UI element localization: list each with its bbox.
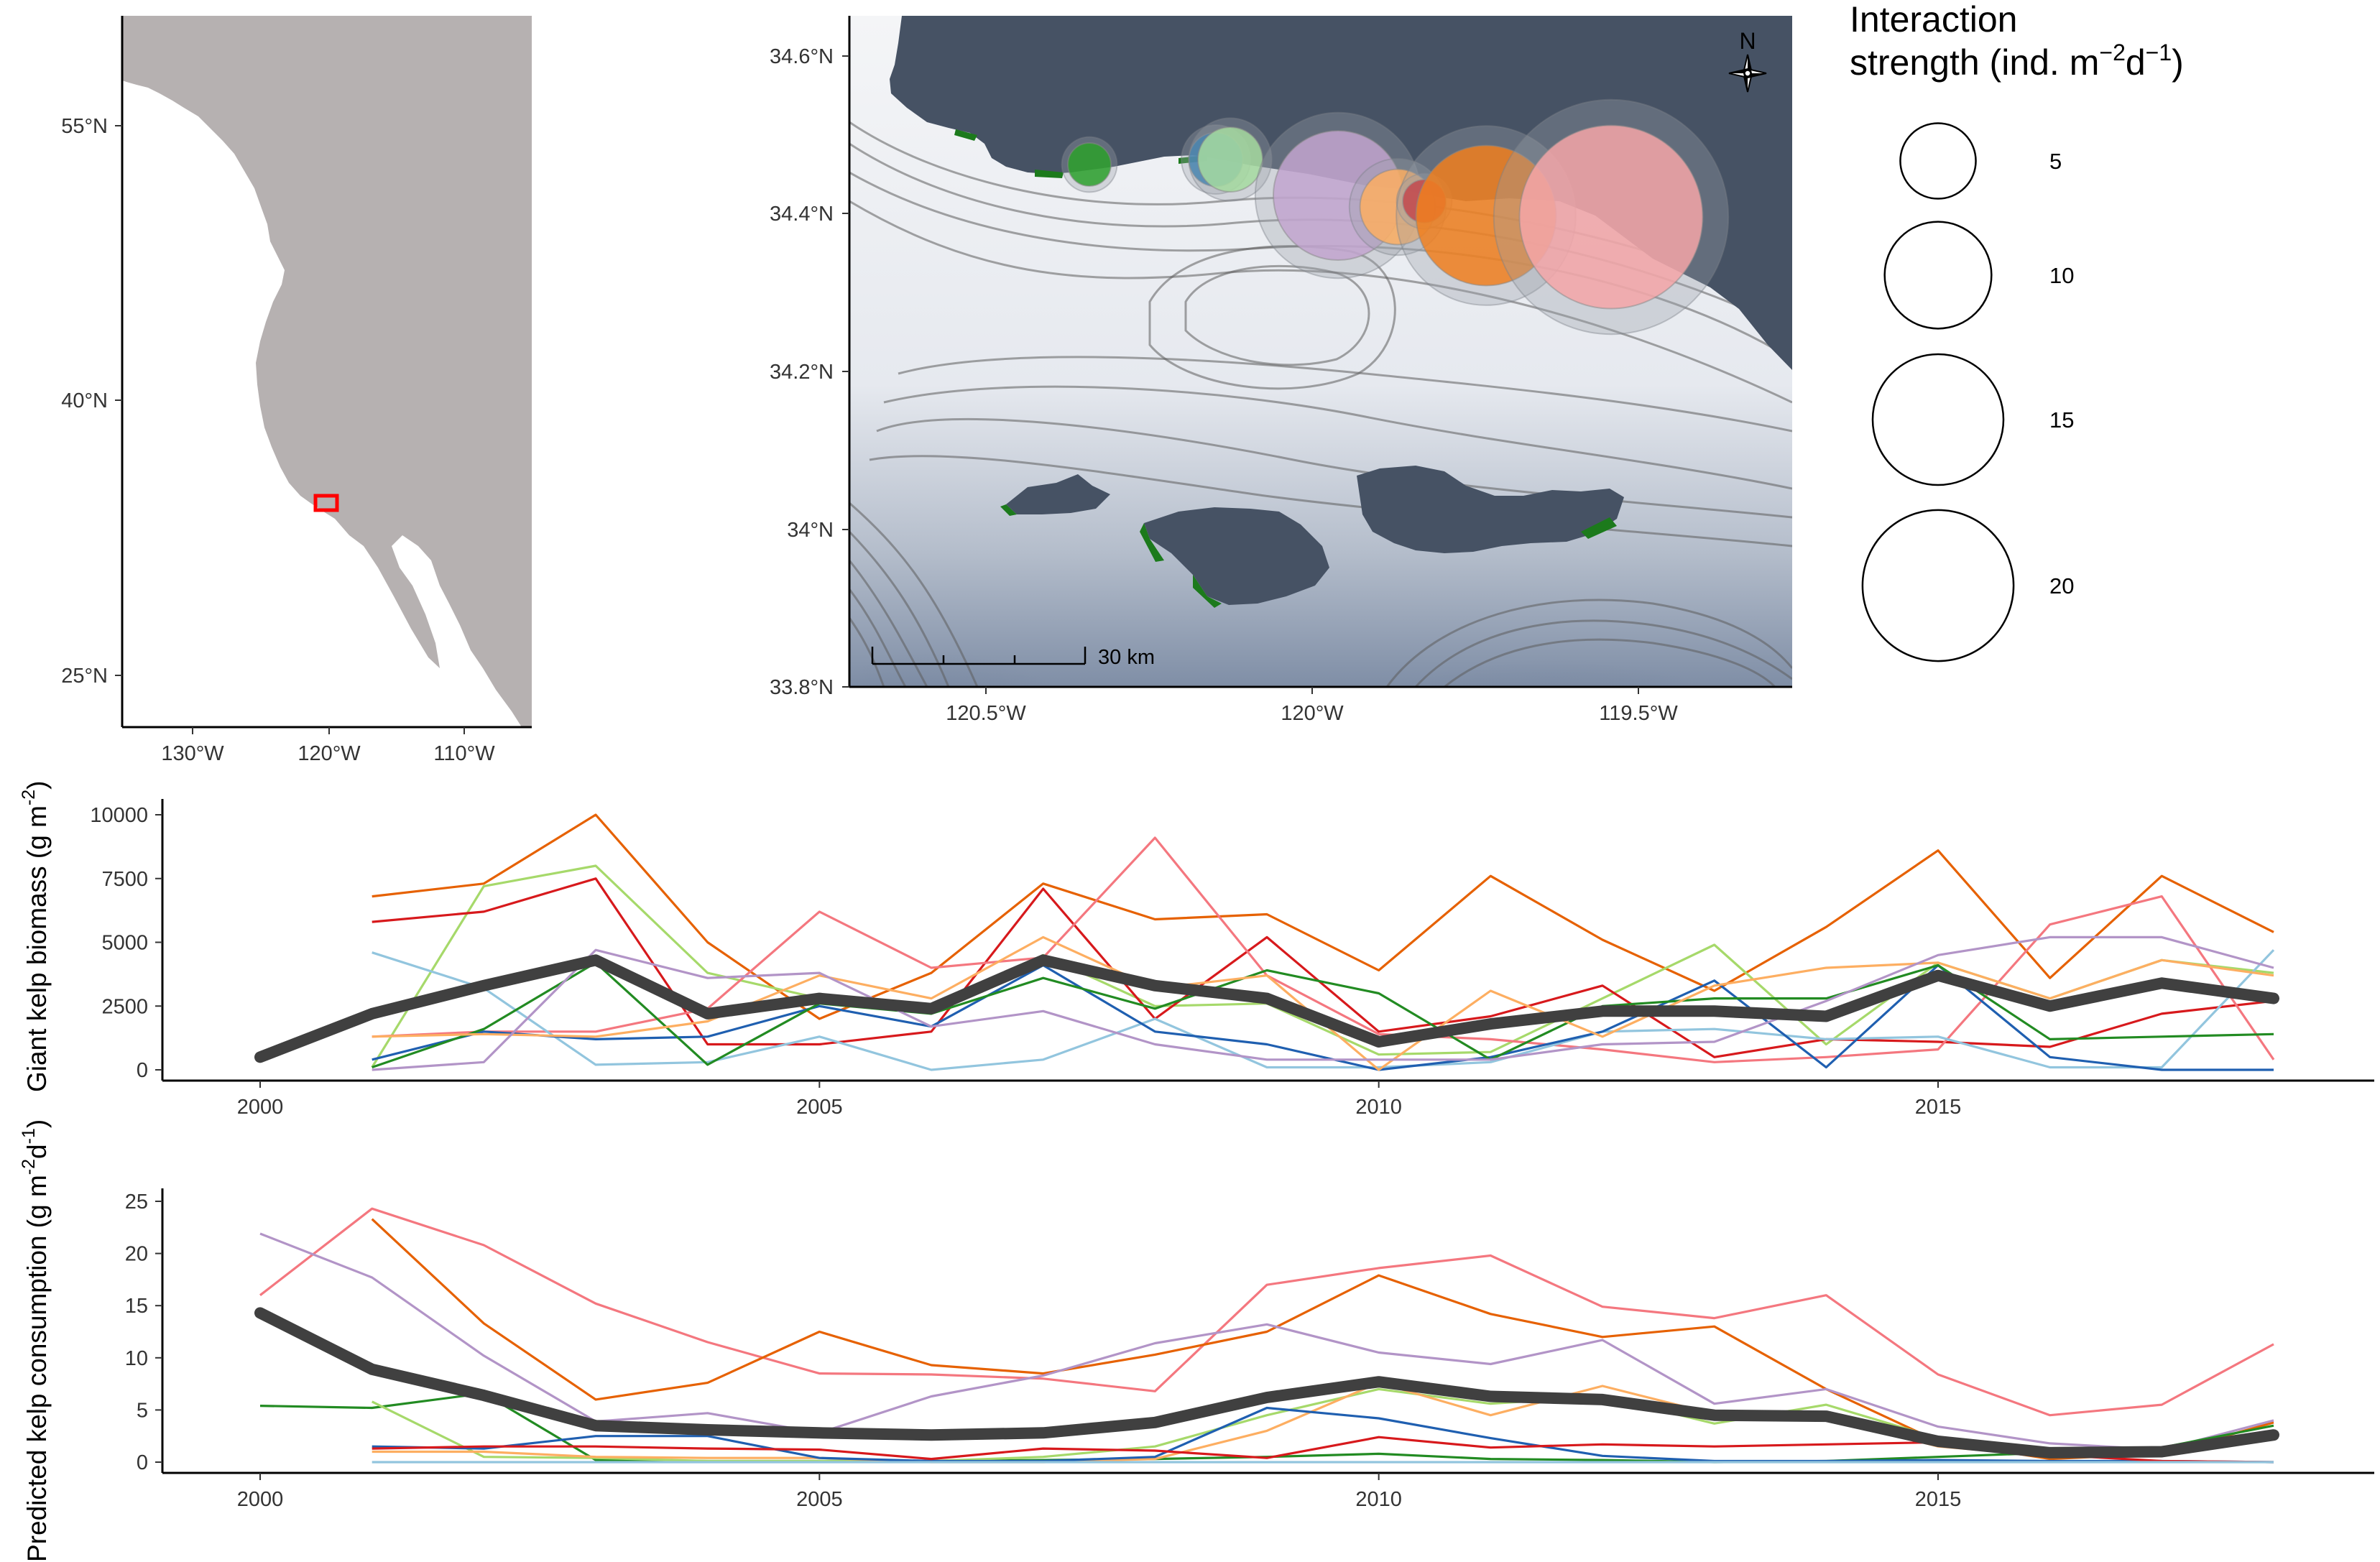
site-y-tick: 34.4°N: [770, 203, 834, 226]
north-label: N: [1739, 28, 1756, 54]
biomass-series-line: [372, 877, 2274, 1058]
legend-title-line2: strength (ind. m−2d−1): [1850, 40, 2184, 83]
site-x-tick: 119.5°W: [1599, 702, 1678, 725]
biomass-series-line: [372, 813, 2274, 1020]
biomass-series-line: [372, 836, 2275, 1063]
study-area-marker: [313, 494, 339, 512]
legend-size-label: 5: [2049, 149, 2062, 174]
size-legend: Interaction strength (ind. m−2d−1) 5 10 15…: [1850, 0, 2184, 662]
site-circle: [1197, 126, 1263, 193]
biomass-chart: 0 2500 5000 7500 10000 2000 2005 2010 2015 Giant…: [19, 781, 2374, 1119]
consumption-y-axis-label: Predicted kelp consumption (g m-2d-1): [19, 1119, 52, 1562]
legend-size-label: 10: [2049, 263, 2074, 288]
site-y-tick: 34°N: [787, 519, 834, 542]
consumption-series-line: [372, 1406, 2274, 1464]
biomass-x-tick-label: 2015: [1915, 1096, 1962, 1119]
site-x-tick: 120.5°W: [946, 702, 1026, 725]
north-arrow-icon: [1728, 54, 1767, 93]
site-map: 30 km N 34.6°N 34.4°N 34.2°N 34°N: [770, 16, 1792, 725]
island-santa-cruz: [1357, 466, 1624, 553]
consumption-x-tick-label: 2000: [237, 1488, 284, 1511]
biomass-x-tick-label: 2010: [1355, 1096, 1402, 1119]
consumption-x-tick-label: 2015: [1915, 1488, 1962, 1511]
inset-land: [122, 16, 532, 727]
consumption-mean-line: [254, 1307, 2279, 1459]
inset-x-tick: 120°W: [298, 742, 361, 765]
biomass-series-line: [372, 935, 2274, 1071]
site-y-tick: 33.8°N: [770, 676, 834, 699]
consumption-y-tick-label: 25: [125, 1191, 148, 1214]
site-x-tick: 120°W: [1281, 702, 1344, 725]
legend-size-label: 15: [2049, 407, 2074, 433]
consumption-y-tick-label: 10: [125, 1347, 148, 1370]
biomass-mean-line: [254, 954, 2279, 1063]
site-y-tick: 34.6°N: [770, 45, 834, 68]
consumption-chart: 0 5 10 15 20 25 2000 2005 2010 2015 Predicted kel…: [19, 1119, 2374, 1562]
site-circles: [1061, 98, 1730, 336]
mainland: [890, 16, 1792, 370]
biomass-y-tick-label: 0: [137, 1059, 148, 1082]
consumption-y-tick-label: 15: [125, 1295, 148, 1318]
biomass-y-tick-label: 5000: [101, 932, 148, 955]
island-san-miguel: [1006, 474, 1110, 514]
scale-bar: [871, 647, 1087, 665]
legend-title-line1: Interaction: [1850, 0, 2017, 40]
inset-x-tick: 110°W: [433, 742, 495, 765]
biomass-x-tick-label: 2000: [237, 1096, 284, 1119]
biomass-y-tick-label: 10000: [90, 804, 148, 827]
scale-bar-label: 30 km: [1098, 646, 1155, 669]
inset-x-tick: 130°W: [161, 742, 224, 765]
island-santa-rosa: [1144, 507, 1329, 605]
consumption-series-line: [259, 1392, 2274, 1464]
biomass-series-line: [372, 949, 2275, 1071]
inset-y-tick: 40°N: [61, 389, 108, 412]
inset-map: 55°N 40°N 25°N 130°W 120°W 110°W: [61, 16, 532, 765]
legend-size-circle: [1861, 509, 2015, 662]
consumption-y-tick-label: 5: [137, 1399, 148, 1422]
site-y-tick: 34.2°N: [770, 361, 834, 384]
inset-y-tick: 55°N: [61, 115, 108, 138]
biomass-y-tick-label: 2500: [101, 995, 148, 1018]
biomass-x-tick-label: 2005: [796, 1096, 843, 1119]
consumption-x-tick-label: 2010: [1355, 1488, 1402, 1511]
legend-size-circle: [1899, 122, 1977, 200]
biomass-y-axis-label: Giant kelp biomass (g m-2): [19, 781, 52, 1093]
legend-size-label: 20: [2049, 573, 2074, 599]
consumption-x-tick-label: 2005: [796, 1488, 843, 1511]
site-circle: [1518, 124, 1704, 310]
legend-size-circle: [1871, 353, 2005, 486]
biomass-y-tick-label: 7500: [101, 868, 148, 891]
consumption-y-tick-label: 0: [137, 1451, 148, 1474]
site-circle: [1067, 142, 1112, 187]
legend-size-circle: [1883, 221, 1993, 330]
inset-y-tick: 25°N: [61, 665, 108, 688]
consumption-series-line: [259, 1207, 2274, 1417]
consumption-y-tick-label: 20: [125, 1243, 148, 1266]
